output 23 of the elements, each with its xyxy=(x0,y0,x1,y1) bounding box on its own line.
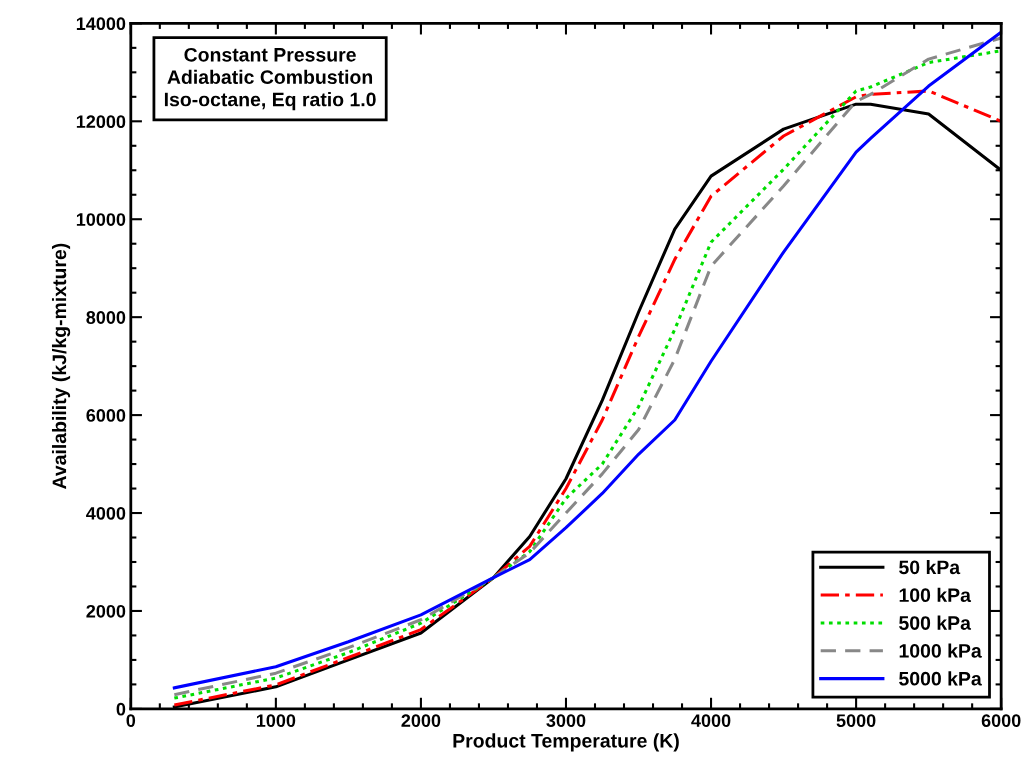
legend-label: 500 kPa xyxy=(899,615,972,630)
x-tick-label: 3000 xyxy=(546,714,586,728)
legend-label: 1000 kPa xyxy=(899,643,982,658)
x-tick-label: 6000 xyxy=(981,714,1021,728)
x-tick-label: 5000 xyxy=(836,714,876,728)
annotation: Constant Pressure Adiabatic Combustion Iso-octane, Eq ratio 1.0 xyxy=(164,47,376,111)
legend-label: 5000 kPa xyxy=(899,671,982,686)
y-tick-label: 4000 xyxy=(86,506,126,520)
x-tick-label: 4000 xyxy=(691,714,731,728)
y-tick-label: 8000 xyxy=(86,311,126,324)
legend-label: 100 kPa xyxy=(899,587,972,603)
y-tick-label: 0 xyxy=(116,702,126,716)
y-tick-label: 10000 xyxy=(76,213,126,226)
y-tick-label: 6000 xyxy=(86,409,126,422)
y-tick-label: 14000 xyxy=(76,17,126,31)
y-tick-label: 12000 xyxy=(76,115,126,129)
x-tick-label: 2000 xyxy=(401,714,441,728)
y-axis-title: Availability (kJ/kg-mixture) xyxy=(51,243,71,489)
y-tick-label: 2000 xyxy=(86,604,126,618)
legend-label: 50 kPa xyxy=(899,559,961,575)
x-axis-title: Product Temperature (K) xyxy=(453,733,679,752)
x-tick-label: 1000 xyxy=(256,714,296,728)
x-tick-label: 0 xyxy=(126,714,136,728)
